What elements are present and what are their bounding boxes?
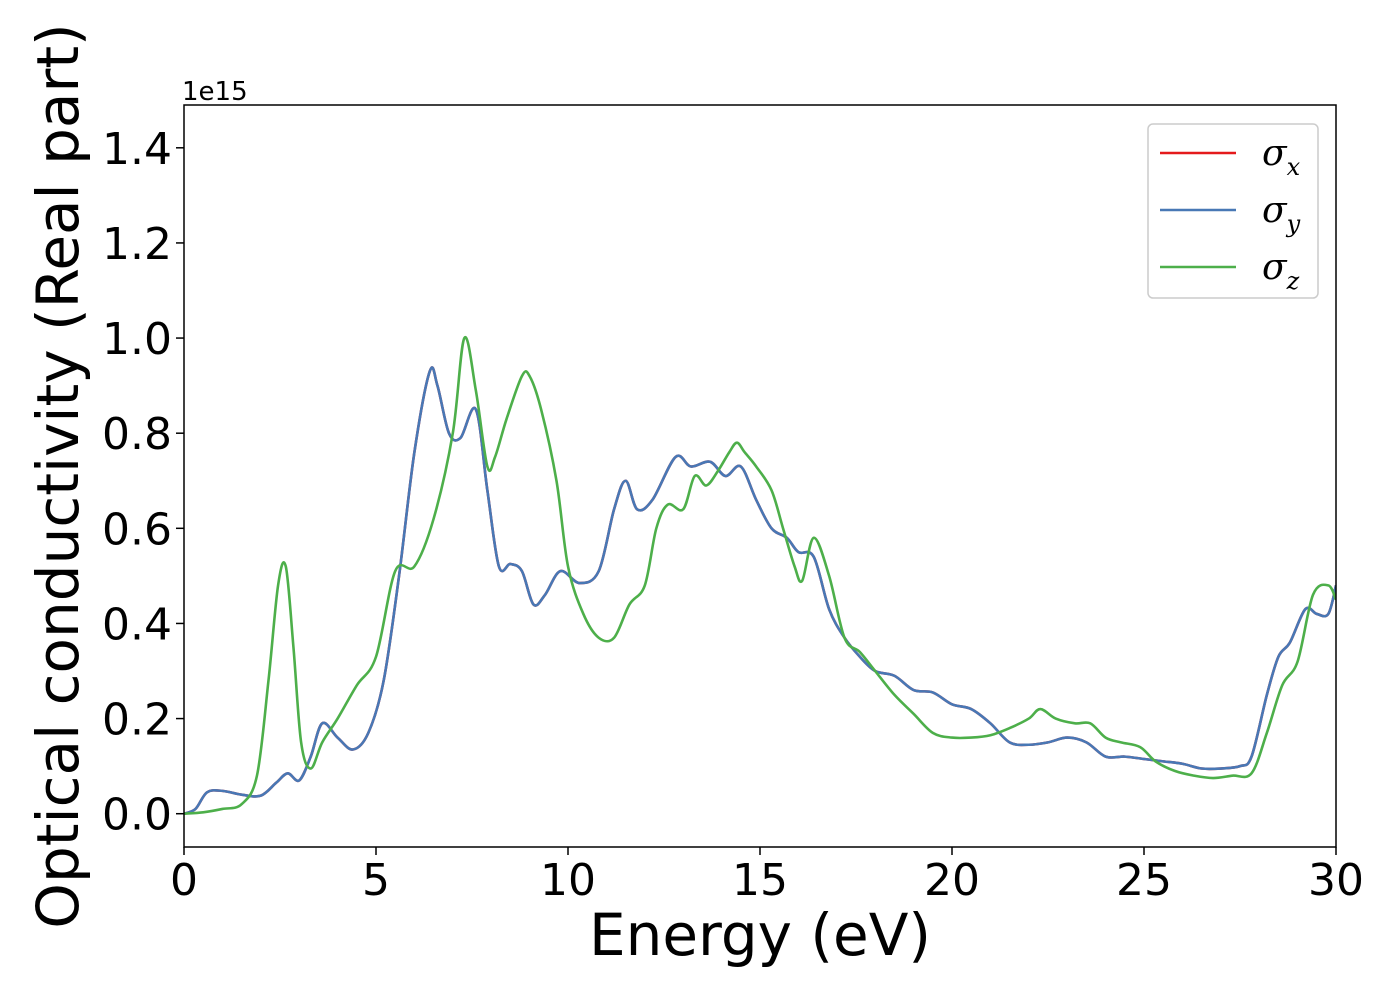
y-tick-label: 0.4: [102, 599, 172, 650]
y-tick-label: 0.2: [102, 695, 172, 746]
series-line-y: [184, 366, 1336, 815]
legend-label-subscript: x: [1287, 153, 1301, 181]
y-axis: 0.0 0.2 0.4 0.6 0.8 1.0 1.2 1.4: [102, 124, 184, 841]
x-tick-label: 25: [1116, 855, 1172, 906]
x-tick-label: 30: [1308, 855, 1364, 906]
legend-label-subscript: z: [1286, 267, 1300, 295]
legend-label-base: σ: [1262, 190, 1288, 231]
x-tick-label: 0: [170, 855, 198, 906]
y-tick-label: 0.0: [102, 790, 172, 841]
legend-label-subscript: y: [1286, 210, 1301, 238]
y-axis-offset-label: 1e15: [182, 77, 248, 107]
legend-label-x: σx: [1262, 133, 1301, 181]
y-tick-label: 1.0: [102, 314, 172, 365]
legend-label-y: σy: [1262, 190, 1301, 238]
legend-label-z: σz: [1262, 247, 1300, 295]
y-tick-label: 0.6: [102, 504, 172, 555]
series-layer: [184, 335, 1336, 816]
legend-label-base: σ: [1262, 133, 1288, 174]
series-line-z: [184, 335, 1336, 816]
y-tick-label: 1.4: [102, 124, 172, 175]
y-axis-label: Optical conductivity (Real part): [24, 23, 92, 928]
x-axis: 0 5 10 15 20 25 30: [170, 847, 1364, 906]
y-tick-label: 1.2: [102, 219, 172, 270]
x-tick-label: 10: [540, 855, 596, 906]
y-tick-label: 0.8: [102, 409, 172, 460]
x-axis-label: Energy (eV): [589, 901, 931, 969]
legend-label-base: σ: [1262, 247, 1288, 288]
x-tick-label: 5: [362, 855, 390, 906]
x-tick-label: 15: [732, 855, 788, 906]
x-tick-label: 20: [924, 855, 980, 906]
